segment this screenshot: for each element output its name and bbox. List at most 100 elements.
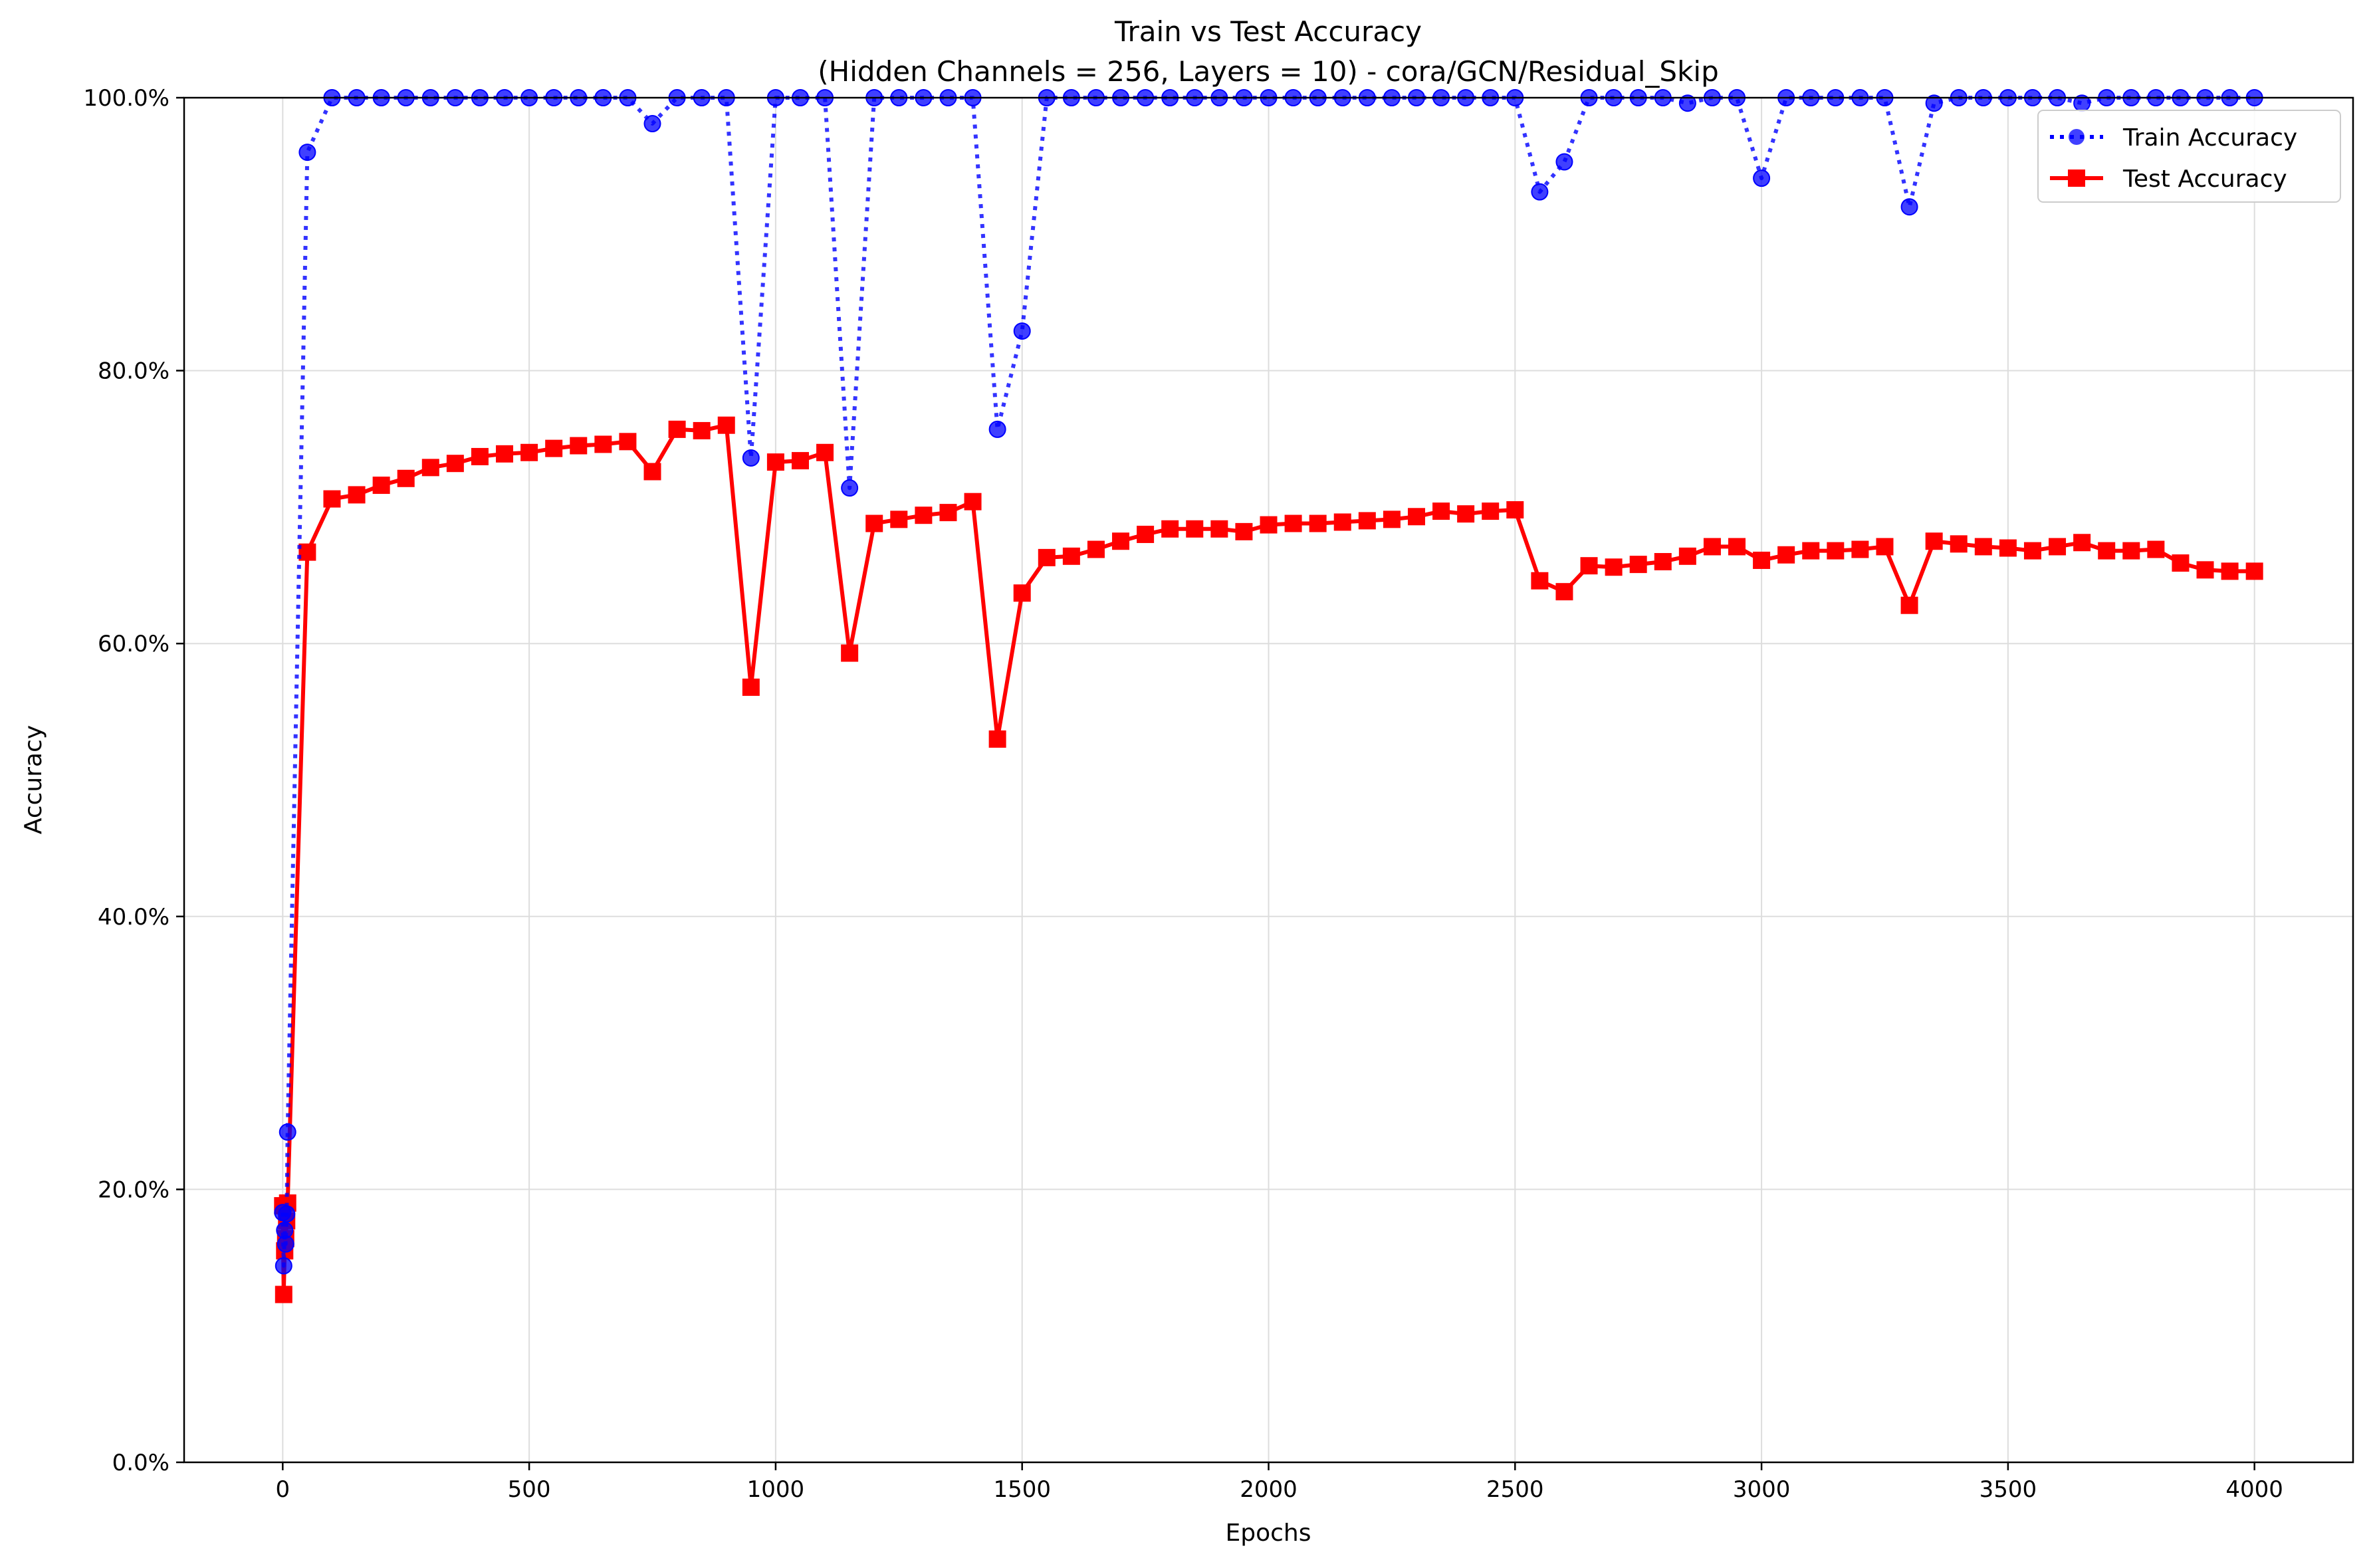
- chart-subtitle: (Hidden Channels = 256, Layers = 10) - c…: [818, 55, 1718, 88]
- legend: Train Accuracy Test Accuracy: [2037, 110, 2341, 203]
- test-accuracy-point: [1605, 558, 1623, 576]
- test-accuracy-point: [1506, 501, 1524, 519]
- test-accuracy-point: [1777, 546, 1795, 564]
- x-axis-label: Epochs: [1226, 1519, 1311, 1547]
- x-tick-label: 3500: [1979, 1476, 2037, 1503]
- test-accuracy-point: [1013, 584, 1031, 602]
- test-accuracy-point: [1580, 557, 1598, 575]
- test-accuracy-point: [1999, 539, 2017, 557]
- test-accuracy-point: [1284, 514, 1302, 532]
- x-tick-label: 1000: [747, 1476, 805, 1503]
- test-accuracy-series: [274, 416, 2263, 1303]
- test-accuracy-point: [2172, 554, 2190, 572]
- legend-box: [2037, 110, 2341, 203]
- test-accuracy-point: [1038, 548, 1056, 566]
- legend-test-label: Test Accuracy: [2122, 166, 2287, 193]
- test-accuracy-point: [323, 490, 341, 508]
- test-accuracy-point: [372, 477, 390, 495]
- train-accuracy-point: [1925, 94, 1943, 112]
- test-accuracy-point: [594, 435, 612, 453]
- test-accuracy-point: [1087, 540, 1105, 558]
- test-accuracy-point: [1678, 547, 1696, 565]
- test-accuracy-point: [1383, 510, 1401, 528]
- test-accuracy-point: [1629, 556, 1647, 574]
- train-accuracy-point: [643, 115, 661, 133]
- test-accuracy-point: [1358, 512, 1376, 530]
- train-accuracy-point: [275, 1257, 292, 1275]
- test-accuracy-point: [348, 486, 366, 504]
- test-accuracy-point: [1210, 520, 1228, 538]
- test-accuracy-point: [742, 678, 760, 696]
- test-accuracy-point: [1950, 535, 1968, 553]
- y-tick-label: 100.0%: [83, 85, 170, 112]
- y-tick-label: 20.0%: [98, 1176, 170, 1203]
- test-accuracy-point: [1925, 532, 1943, 550]
- test-accuracy-point: [890, 510, 908, 528]
- y-axis-label: Accuracy: [20, 725, 47, 834]
- test-accuracy-point: [570, 437, 588, 455]
- x-tick-label: 500: [508, 1476, 551, 1503]
- train-accuracy-point: [1531, 183, 1549, 201]
- test-accuracy-point: [1654, 553, 1672, 571]
- test-accuracy-point: [1482, 503, 1500, 520]
- x-tick-label: 4000: [2225, 1476, 2283, 1503]
- train-accuracy-point: [742, 449, 760, 467]
- test-accuracy-point: [1851, 540, 1869, 558]
- test-accuracy-point: [471, 447, 489, 465]
- x-tick-label: 2500: [1486, 1476, 1544, 1503]
- test-accuracy-point: [2073, 534, 2091, 552]
- train-accuracy-point: [298, 144, 316, 162]
- train-accuracy-point: [277, 1235, 294, 1253]
- test-accuracy-point: [520, 443, 538, 461]
- legend-train-marker: [2069, 129, 2085, 145]
- test-accuracy-point: [2245, 562, 2263, 580]
- test-accuracy-point: [1555, 583, 1573, 601]
- test-accuracy-point: [1260, 516, 1278, 534]
- test-accuracy-point: [421, 459, 439, 477]
- test-accuracy-point: [1161, 520, 1179, 538]
- test-accuracy-point: [1137, 525, 1155, 543]
- train-accuracy-point: [1678, 94, 1696, 112]
- chart-title: Train vs Test Accuracy: [1114, 15, 1422, 48]
- test-accuracy-point: [1062, 547, 1080, 565]
- test-accuracy-point: [1309, 514, 1327, 532]
- test-accuracy-point: [2122, 542, 2140, 560]
- test-accuracy-point: [1802, 542, 1820, 560]
- train-accuracy-point: [1900, 198, 1918, 216]
- test-accuracy-point: [643, 463, 661, 481]
- x-tick-label: 3000: [1733, 1476, 1791, 1503]
- test-accuracy-point: [446, 455, 464, 473]
- x-tick-label: 0: [275, 1476, 290, 1503]
- test-accuracy-point: [717, 416, 735, 434]
- test-accuracy-point: [619, 433, 637, 451]
- test-accuracy-point: [2196, 561, 2214, 579]
- legend-train-label: Train Accuracy: [2122, 124, 2297, 152]
- ticks: 0 500 1000 1500 2000 2500 3000 3500 4000 0.0% 20.0…: [83, 85, 2283, 1503]
- test-accuracy-point: [2023, 542, 2041, 560]
- grid: [184, 97, 2353, 1463]
- y-tick-label: 80.0%: [98, 358, 170, 385]
- train-accuracy-point: [1555, 153, 1573, 171]
- test-accuracy-point: [1407, 508, 1425, 526]
- test-accuracy-point: [1333, 513, 1351, 531]
- test-accuracy-point: [1235, 522, 1253, 540]
- test-accuracy-point: [865, 514, 883, 532]
- test-accuracy-point: [1112, 532, 1130, 550]
- test-accuracy-point: [1753, 551, 1771, 569]
- x-tick-label: 2000: [1240, 1476, 1298, 1503]
- test-accuracy-point: [1432, 503, 1450, 520]
- legend-test-marker: [2068, 169, 2085, 187]
- test-accuracy-point: [841, 644, 859, 662]
- test-accuracy-point: [2098, 542, 2116, 560]
- test-accuracy-point: [939, 504, 957, 522]
- test-accuracy-point: [1876, 538, 1894, 556]
- test-accuracy-point: [816, 443, 834, 461]
- test-accuracy-point: [1827, 542, 1845, 560]
- y-tick-label: 60.0%: [98, 631, 170, 657]
- y-tick-label: 40.0%: [98, 904, 170, 931]
- train-accuracy-point: [1753, 169, 1771, 187]
- test-accuracy-point: [915, 506, 933, 524]
- test-accuracy-point: [1457, 505, 1475, 523]
